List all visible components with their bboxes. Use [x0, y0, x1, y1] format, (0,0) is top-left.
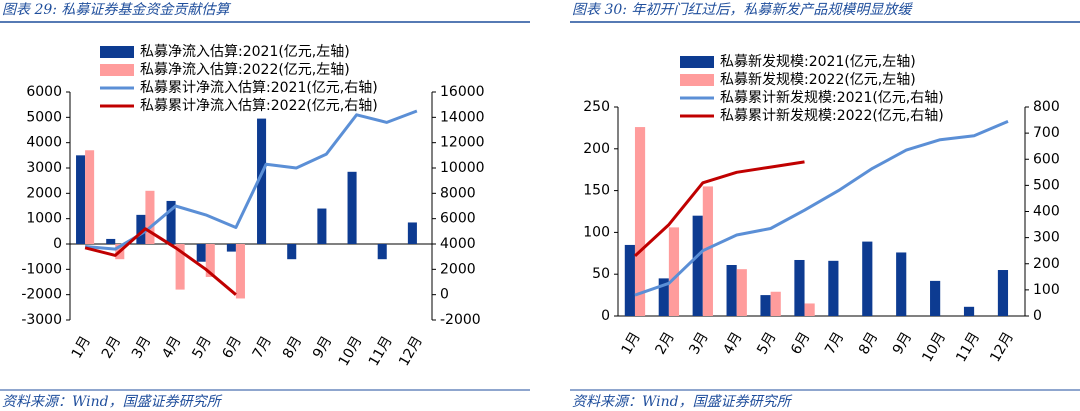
y-tick-label: -1000: [21, 261, 62, 277]
bar: [226, 244, 236, 252]
y-tick-label: 2000: [26, 185, 62, 201]
bar: [804, 303, 815, 316]
legend-swatch: [100, 46, 134, 58]
bar: [377, 244, 387, 260]
line: [634, 120, 1009, 297]
legend-label: 私募累计新发规模:2022(亿元,右轴): [720, 108, 944, 124]
bar: [136, 214, 146, 244]
y-tick-label: -3000: [21, 312, 62, 328]
y2-tick-label: 800: [1033, 99, 1060, 115]
bar: [726, 265, 737, 316]
bar: [794, 259, 805, 316]
bar: [347, 171, 357, 244]
bar: [287, 244, 297, 260]
y2-tick-label: 4000: [440, 236, 476, 252]
bar: [760, 295, 771, 316]
y2-tick-label: 6000: [440, 211, 476, 227]
y2-tick-label: 0: [440, 287, 449, 303]
legend-label: 私募累计净流入估算:2021(亿元,右轴): [140, 80, 378, 96]
y-tick-label: 0: [53, 236, 62, 252]
line: [633, 160, 805, 258]
y2-tick-label: 14000: [440, 109, 485, 125]
source: 资料来源：Wind，国盛证券研究所: [572, 394, 793, 410]
y2-tick-label: 12000: [440, 135, 485, 151]
bar: [668, 227, 680, 316]
bar: [85, 150, 95, 244]
source: 资料来源：Wind，国盛证券研究所: [2, 394, 223, 410]
y-tick-label: 150: [583, 183, 610, 199]
bar: [736, 269, 747, 316]
bar: [145, 190, 155, 244]
bar: [896, 252, 907, 316]
y-tick-label: 4000: [26, 135, 62, 151]
bar: [76, 155, 86, 244]
y2-tick-label: 400: [1033, 204, 1060, 220]
bar: [235, 244, 245, 299]
bar: [862, 241, 873, 316]
chart-title: 图表 30: 年初开门红过后，私募新发产品规模明显放缓: [572, 2, 913, 18]
legend-swatch: [680, 56, 714, 68]
y2-tick-label: 500: [1033, 177, 1060, 193]
legend-label: 私募净流入估算:2021(亿元,左轴): [140, 44, 350, 60]
bar: [828, 260, 839, 316]
legend-swatch: [680, 74, 714, 86]
line: [84, 227, 237, 296]
legend-swatch: [100, 64, 134, 76]
y-tick-label: -2000: [21, 287, 62, 303]
bar: [997, 270, 1009, 316]
y2-tick-label: 8000: [440, 185, 476, 201]
bar: [407, 222, 417, 244]
chart-title: 图表 29: 私募证券基金资金贡献估算: [2, 2, 231, 18]
y2-tick-label: 200: [1033, 256, 1060, 272]
bar: [658, 278, 669, 316]
bar: [166, 200, 176, 244]
bar: [205, 244, 215, 277]
bar: [702, 186, 713, 316]
legend-label: 私募新发规模:2022(亿元,左轴): [720, 72, 916, 88]
y-tick-label: 6000: [26, 84, 62, 100]
y2-tick-label: 600: [1033, 151, 1060, 167]
y-tick-label: 50: [592, 266, 610, 282]
legend-label: 私募净流入估算:2022(亿元,左轴): [140, 62, 350, 78]
y2-tick-label: 10000: [440, 160, 485, 176]
bar: [106, 238, 116, 244]
bar: [196, 244, 206, 262]
y2-tick-label: 16000: [440, 84, 485, 100]
bar: [963, 306, 975, 316]
legend-label: 私募累计净流入估算:2022(亿元,右轴): [140, 98, 378, 114]
bar: [624, 244, 635, 316]
y2-tick-label: 2000: [440, 261, 476, 277]
bar: [770, 291, 781, 316]
y-tick-label: 0: [601, 308, 610, 324]
y-tick-label: 250: [583, 99, 610, 115]
y-tick-label: 1000: [26, 211, 62, 227]
bar: [317, 208, 327, 244]
bar: [930, 280, 941, 316]
y2-tick-label: -2000: [440, 312, 481, 328]
bar: [634, 127, 646, 317]
bar: [175, 244, 185, 290]
bar: [692, 215, 703, 316]
bar: [257, 118, 267, 244]
y-tick-label: 5000: [26, 109, 62, 125]
y2-tick-label: 300: [1033, 230, 1060, 246]
legend-label: 私募累计新发规模:2021(亿元,右轴): [720, 90, 944, 106]
legend-label: 私募新发规模:2021(亿元,左轴): [720, 54, 916, 70]
y-tick-label: 100: [583, 224, 610, 240]
y-tick-label: 200: [583, 141, 610, 157]
y2-tick-label: 100: [1033, 282, 1060, 298]
y-tick-label: 3000: [26, 160, 62, 176]
y2-tick-label: 700: [1033, 125, 1060, 141]
y2-tick-label: 0: [1033, 308, 1042, 324]
